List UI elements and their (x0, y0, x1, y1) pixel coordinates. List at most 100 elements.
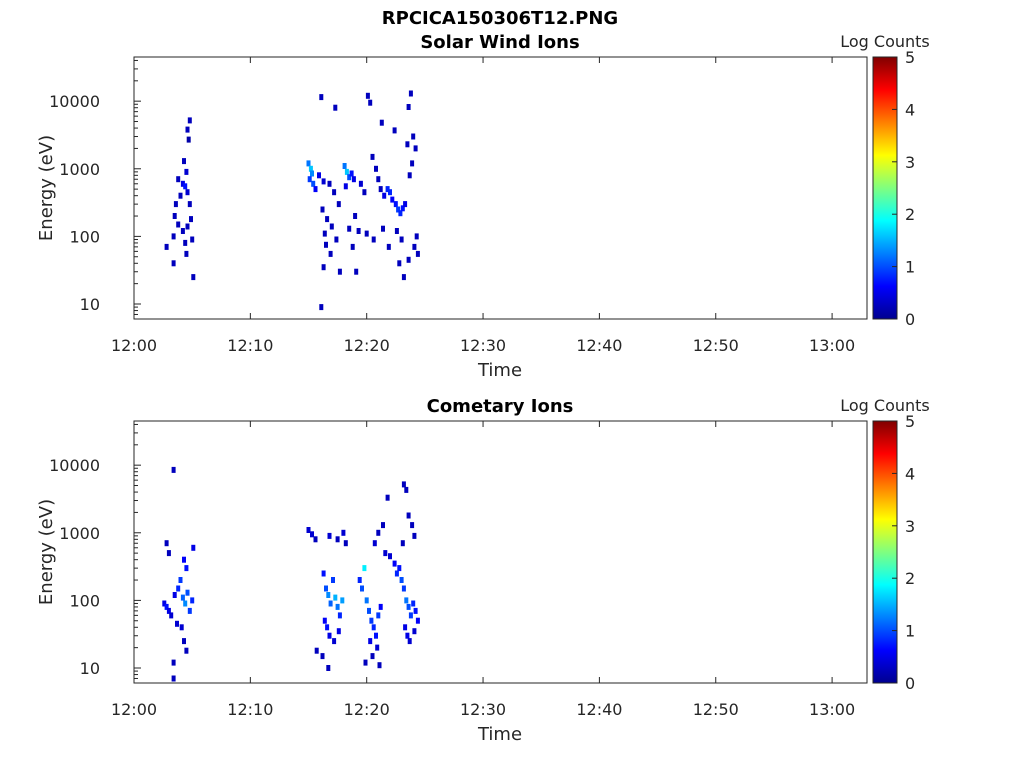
heatmap-cell (365, 92, 370, 99)
heatmap-cell (369, 617, 374, 624)
heatmap-cell (326, 592, 331, 598)
heatmap-cell (413, 145, 418, 152)
heatmap-cell (182, 158, 186, 165)
heatmap-cell (319, 304, 324, 311)
heatmap-cell (411, 600, 416, 607)
colorbar (872, 420, 898, 684)
heatmap-cell (412, 532, 417, 539)
heatmap-cell (368, 638, 373, 645)
x-tick-label: 13:00 (809, 336, 855, 355)
heatmap-cell (397, 565, 402, 572)
heatmap-cell (390, 196, 395, 203)
colorbar-tick-label: 2 (905, 205, 915, 224)
heatmap-cell (396, 206, 401, 213)
heatmap-cell (353, 213, 358, 219)
y-tick-label: 10000 (49, 456, 100, 475)
heatmap-cell (187, 607, 192, 614)
heatmap-cell (185, 589, 190, 596)
plot-area (133, 56, 868, 320)
colorbar-tick-label: 4 (905, 464, 915, 483)
heatmap-cell (187, 201, 192, 208)
heatmap-cell (176, 221, 181, 228)
colorbar-tick-label: 5 (905, 48, 915, 67)
heatmap-cell (185, 126, 190, 133)
heatmap-cell (386, 243, 391, 250)
heatmap-cell (413, 607, 418, 614)
heatmap-cell (171, 260, 176, 267)
heatmap-cell (393, 201, 398, 208)
heatmap-cell (347, 174, 352, 181)
colorbar-label: Log Counts (840, 32, 930, 51)
heatmap-cell (362, 565, 367, 572)
heatmap-cell (180, 180, 185, 187)
heatmap-cell (186, 136, 191, 143)
heatmap-cell (378, 603, 383, 610)
colorbar-label: Log Counts (840, 396, 930, 415)
heatmap-cell (190, 597, 195, 604)
y-tick-label: 1000 (59, 160, 100, 179)
heatmap-cell (406, 256, 411, 263)
heatmap-cell (313, 186, 318, 193)
heatmap-cell (173, 201, 178, 208)
heatmap-cell (379, 119, 384, 126)
heatmap-cell (364, 230, 369, 237)
heatmap-cell (414, 233, 419, 240)
x-tick-label: 12:30 (460, 700, 506, 719)
colorbar-tick-label: 4 (905, 100, 915, 119)
heatmap-cell (333, 104, 338, 111)
heatmap-cell (407, 172, 412, 179)
heatmap-cell (180, 228, 185, 234)
y-tick-label: 1000 (59, 524, 100, 543)
x-tick-label: 12:50 (693, 336, 739, 355)
y-axis: 10 100 1000 10000 (49, 423, 141, 684)
heatmap-cell (401, 585, 406, 592)
heatmap-cell (405, 632, 410, 639)
heatmap-cell (343, 183, 348, 190)
heatmap-cell (394, 570, 399, 577)
heatmap-cell (325, 216, 330, 223)
colorbar-tick-label: 5 (905, 412, 915, 431)
panel-title: Cometary Ions (427, 396, 574, 417)
heatmap-cell (370, 153, 375, 160)
heatmap-cell (362, 189, 367, 196)
x-axis-label: Time (477, 724, 522, 745)
heatmap-cell (178, 192, 183, 199)
x-tick-label: 12:20 (344, 336, 390, 355)
heatmap-cell (408, 612, 413, 619)
heatmap-cell (183, 183, 188, 190)
heatmap-cell (310, 170, 314, 177)
heatmap-cell (400, 540, 405, 547)
heatmap-cell (404, 597, 409, 604)
panel-solar-wind: Solar Wind Ions 12:00 12:10 12:20 12:30 12:4… (36, 32, 930, 381)
heatmap-cell (340, 597, 345, 604)
x-tick-label: 12:30 (460, 336, 506, 355)
heatmap-cell (307, 176, 312, 183)
x-axis: 12:00 12:10 12:20 12:30 12:40 12:50 13:00 (111, 421, 855, 719)
heatmap-cell (176, 585, 181, 592)
heatmap-cell (164, 540, 169, 547)
x-tick-label: 12:50 (693, 700, 739, 719)
heatmap-cell (329, 223, 334, 230)
heatmap-cell (367, 607, 371, 614)
heatmap-cell (388, 553, 392, 560)
heatmap-cell (313, 536, 318, 543)
x-axis-label: Time (477, 360, 522, 381)
heatmap-cell (403, 201, 408, 208)
heatmap-cell (372, 540, 377, 547)
heatmap-cell (371, 624, 376, 631)
heatmap-cell (360, 585, 364, 592)
heatmap-cell (404, 486, 409, 493)
heatmap-cell (321, 264, 326, 271)
heatmap-cell (399, 236, 404, 243)
heatmap-cells (164, 90, 420, 311)
heatmap-cell (394, 228, 399, 234)
heatmap-cell (184, 647, 189, 654)
heatmap-cell (331, 577, 335, 583)
heatmap-cell (403, 624, 408, 631)
heatmap-cell (324, 585, 328, 592)
heatmap-cell (334, 236, 339, 243)
heatmap-cell (410, 160, 415, 167)
heatmap-cell (306, 527, 311, 533)
heatmap-cell (182, 556, 186, 563)
